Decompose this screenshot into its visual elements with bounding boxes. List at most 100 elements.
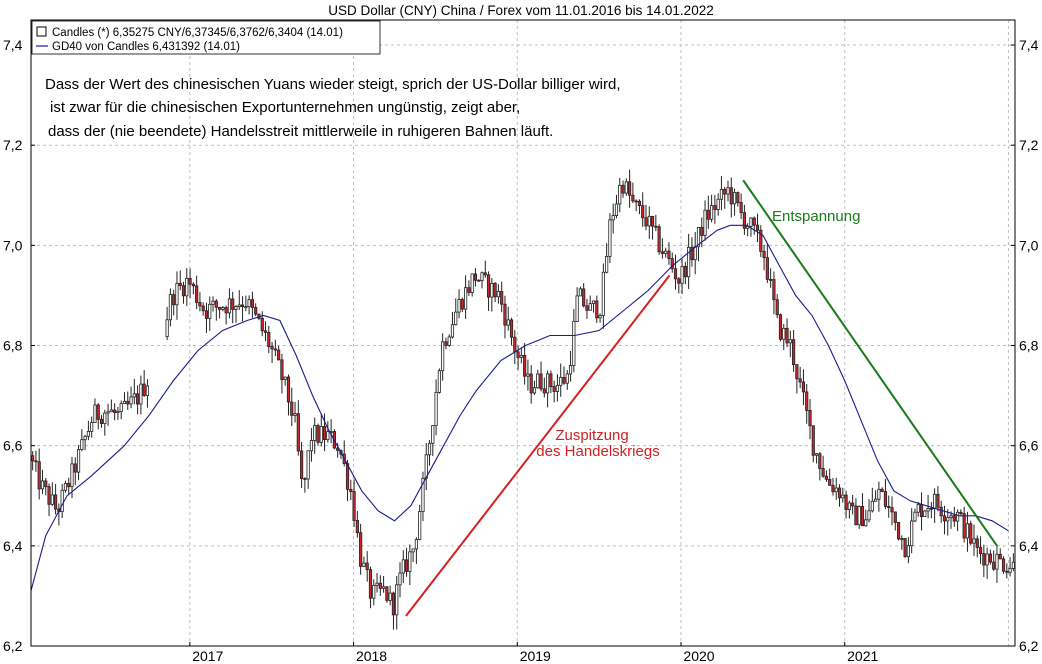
- candle-body: [982, 553, 986, 566]
- candle: [483, 260, 487, 278]
- candle: [788, 330, 792, 358]
- candle: [857, 505, 861, 529]
- candle: [673, 254, 678, 290]
- candle-body: [454, 311, 458, 326]
- candle: [214, 299, 218, 321]
- candle-body: [818, 453, 822, 469]
- candle-body: [834, 487, 838, 493]
- candle: [982, 544, 986, 578]
- candle: [503, 295, 507, 339]
- legend: Candles (*) 6,35275 CNY/6,37345/6,3762/6…: [31, 20, 381, 55]
- candle: [54, 483, 58, 515]
- candle-body: [362, 562, 366, 567]
- candle-body: [736, 192, 740, 203]
- candle-body: [919, 504, 924, 518]
- candle: [605, 243, 609, 274]
- candle-body: [395, 584, 399, 616]
- candle-body: [634, 200, 638, 203]
- candle-body: [785, 327, 789, 344]
- candle-body: [936, 493, 940, 508]
- candle-body: [483, 272, 487, 276]
- candle: [732, 188, 737, 216]
- candle: [450, 311, 455, 339]
- candle: [224, 305, 228, 325]
- candle-body: [765, 257, 769, 280]
- candle: [254, 303, 258, 317]
- candle: [460, 297, 464, 313]
- candle-body: [450, 324, 455, 338]
- candle: [1008, 557, 1012, 577]
- candle: [444, 337, 448, 350]
- candle: [536, 369, 540, 389]
- candle: [63, 480, 68, 493]
- candle-body: [903, 538, 907, 558]
- candle-body: [975, 538, 979, 548]
- candle-body: [139, 383, 143, 405]
- y-tick-label-right: 6,8: [1019, 338, 1039, 354]
- candle-body: [814, 453, 819, 456]
- candle: [568, 351, 573, 382]
- candle: [188, 268, 192, 298]
- candle: [99, 415, 104, 428]
- candle-body: [795, 364, 799, 380]
- candle-body: [37, 461, 41, 490]
- candle: [726, 180, 730, 202]
- candle: [965, 511, 970, 552]
- candle: [372, 579, 376, 606]
- candle-body: [290, 401, 294, 416]
- candle-body: [723, 189, 727, 195]
- y-tick-label-left: 7,0: [3, 237, 23, 253]
- candle-body: [195, 285, 199, 303]
- candle-body: [565, 373, 569, 384]
- candle-body: [562, 377, 566, 384]
- candle: [273, 339, 277, 357]
- candle: [352, 479, 356, 527]
- candle-body: [293, 413, 297, 416]
- candle: [572, 309, 576, 373]
- candle: [969, 520, 973, 546]
- candle-body: [172, 294, 176, 306]
- y-tick-label-right: 7,2: [1019, 137, 1039, 153]
- candle: [539, 361, 543, 392]
- candle: [250, 291, 254, 318]
- candle-body: [63, 483, 68, 491]
- candle: [716, 193, 720, 216]
- candle: [418, 504, 422, 541]
- x-tick-label: 2019: [520, 648, 551, 664]
- candle-body: [828, 478, 832, 486]
- candle: [283, 376, 287, 386]
- candle: [834, 477, 838, 500]
- candle-body: [831, 484, 835, 493]
- candle: [126, 391, 130, 410]
- candle: [168, 288, 172, 327]
- candle: [1005, 563, 1009, 579]
- candle: [401, 550, 405, 584]
- candle-body: [40, 480, 45, 490]
- candle-body: [103, 412, 107, 425]
- candle: [755, 213, 760, 243]
- candle-body: [883, 491, 888, 507]
- candle-body: [726, 187, 730, 195]
- candle: [434, 379, 438, 436]
- candle: [687, 233, 691, 290]
- candle-body: [710, 205, 714, 220]
- candle-body: [54, 494, 58, 510]
- candle-body: [650, 215, 655, 227]
- candle-body: [536, 373, 540, 389]
- candle-body: [946, 517, 950, 522]
- candle-body: [421, 477, 425, 512]
- candle-body: [942, 515, 947, 522]
- candle: [500, 281, 504, 313]
- candle-body: [719, 189, 724, 200]
- candle: [801, 369, 806, 406]
- candle-body: [516, 351, 520, 358]
- candle-body: [965, 523, 970, 539]
- candle-body: [132, 393, 136, 398]
- candle: [322, 413, 327, 452]
- candle: [837, 484, 842, 507]
- candle-body: [657, 226, 661, 253]
- candle: [519, 348, 523, 364]
- candle-body: [778, 314, 783, 340]
- candle: [493, 282, 497, 303]
- intro-line-2: ist zwar für die chinesischen Exportunte…: [50, 99, 520, 116]
